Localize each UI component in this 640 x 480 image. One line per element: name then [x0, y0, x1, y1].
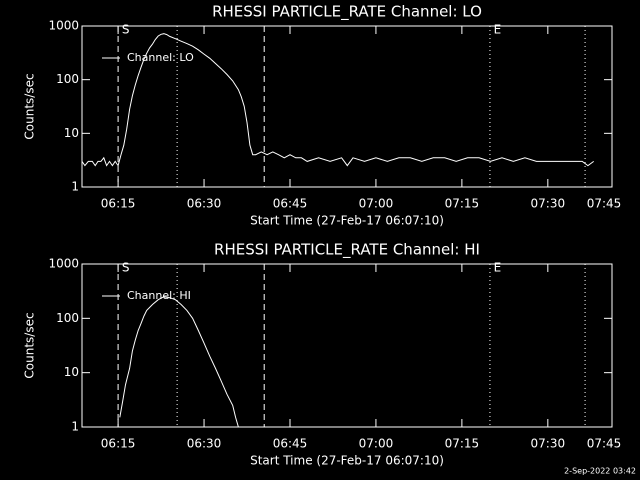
plot-frame	[81, 25, 613, 188]
annotation: E	[494, 23, 502, 37]
x-tick-label: 07:15	[445, 197, 480, 211]
y-tick-label: 1000	[48, 257, 79, 271]
y-tick-label: 10	[64, 126, 79, 140]
y-tick-label: 10	[64, 365, 79, 379]
x-axis-label: Start Time (27-Feb-17 06:07:10)	[250, 214, 444, 228]
y-axis-label: Counts/sec	[23, 312, 37, 378]
x-tick-label: 06:15	[101, 197, 136, 211]
y-tick-label: 1	[71, 420, 79, 434]
x-tick-label: 07:00	[359, 197, 394, 211]
legend-label: Channel: LO	[127, 51, 194, 64]
x-tick-label: 06:15	[101, 437, 136, 451]
x-tick-label: 06:45	[273, 197, 308, 211]
x-tick-label: 07:30	[531, 437, 566, 451]
x-tick-label: 06:30	[187, 197, 222, 211]
x-tick-label: 07:00	[359, 437, 394, 451]
plot-frame	[81, 263, 613, 428]
y-tick-label: 1	[71, 180, 79, 194]
chart-title: RHESSI PARTICLE_RATE Channel: HI	[214, 241, 480, 260]
x-tick-label: 07:45	[587, 437, 622, 451]
timestamp: 2-Sep-2022 03:42	[564, 467, 636, 476]
data-line	[119, 296, 239, 427]
y-tick-label: 1000	[48, 19, 79, 33]
x-tick-label: 06:30	[187, 437, 222, 451]
annotation: E	[494, 261, 502, 275]
data-line	[82, 33, 594, 167]
x-tick-label: 06:45	[273, 437, 308, 451]
y-axis-label: Counts/sec	[23, 73, 37, 139]
x-tick-label: 07:45	[587, 197, 622, 211]
x-axis-label: Start Time (27-Feb-17 06:07:10)	[250, 454, 444, 468]
x-tick-label: 07:30	[531, 197, 566, 211]
annotation: S	[122, 261, 130, 275]
y-tick-label: 100	[56, 72, 79, 86]
annotation: S	[122, 23, 130, 37]
legend-label: Channel: HI	[127, 289, 191, 302]
chart-title: RHESSI PARTICLE_RATE Channel: LO	[212, 3, 482, 22]
y-tick-label: 100	[56, 311, 79, 325]
x-tick-label: 07:15	[445, 437, 480, 451]
